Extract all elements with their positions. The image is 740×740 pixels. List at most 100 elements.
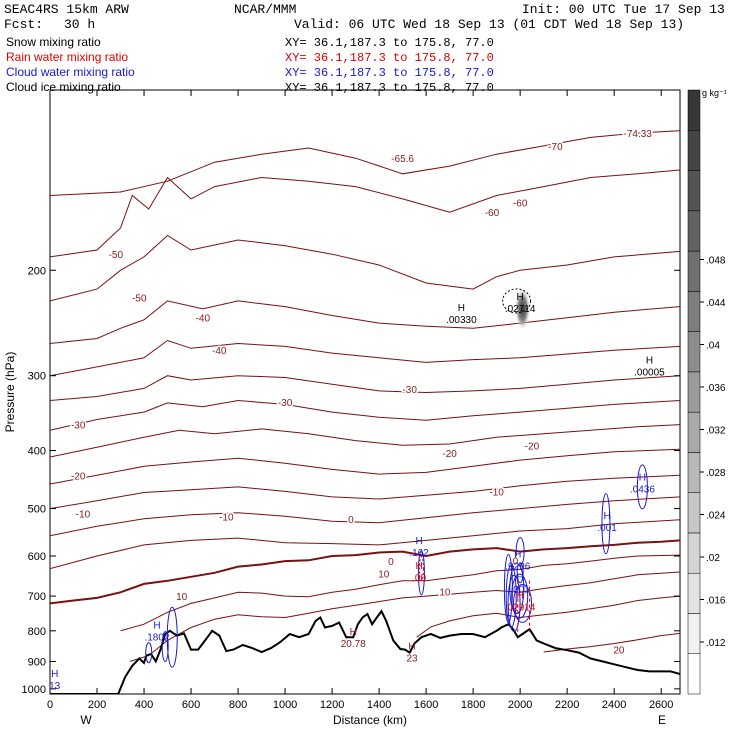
colorbar-swatch	[687, 170, 701, 212]
temperature-label: -20	[442, 449, 457, 460]
temperature-label: 0	[388, 557, 394, 568]
ice-contour	[502, 288, 532, 314]
extremum-label: .1802	[144, 632, 169, 643]
fcst-value: 30 h	[64, 17, 95, 32]
extremum-marker: H	[415, 536, 422, 547]
temperature-label: -30	[278, 398, 293, 409]
colorbar-swatch	[687, 452, 701, 493]
init-time: Init: 00 UTC Tue 17 Sep 13	[522, 2, 725, 17]
extremum-marker: H	[517, 591, 524, 602]
field-name: Cloud ice mixing ratio	[6, 80, 121, 94]
east-label: E	[658, 713, 666, 727]
isotherm-line	[50, 399, 680, 431]
cloudwater-contour	[636, 464, 648, 510]
y-tick-label: 500	[28, 504, 46, 516]
temperature-label: -20	[71, 471, 86, 482]
temperature-label: -30	[71, 421, 86, 432]
y-tick-label: 300	[28, 371, 46, 383]
field-xy: XY= 36.1,187.3 to 175.8, 77.0	[285, 66, 494, 80]
temperature-label: -65.6	[391, 154, 414, 165]
extremum-label: .001	[510, 584, 530, 595]
isotherm-line	[50, 169, 680, 258]
field-name: Rain water mixing ratio	[6, 50, 128, 64]
temperature-label: -70	[548, 142, 563, 153]
cloudwater-contour	[507, 574, 521, 632]
extremum-marker: H	[514, 550, 521, 561]
x-tick-label: 200	[88, 699, 106, 711]
x-tick-label: 1400	[367, 699, 391, 711]
temperature-label: -50	[109, 250, 124, 261]
isotherm-line	[50, 339, 680, 377]
colorbar-tick-label: .02	[706, 553, 720, 564]
extremum-marker: H	[604, 511, 611, 522]
x-tick-label: 1800	[461, 699, 485, 711]
extremum-label: .9296	[505, 562, 530, 573]
colorbar: .012 .016 .02 .024 .028 .032 .036 .04 .044 .048 g …	[687, 88, 727, 695]
colorbar-swatch	[687, 371, 701, 413]
extremum-marker: H	[408, 641, 415, 652]
extremum-marker: H	[51, 669, 58, 680]
colorbar-tick-label: .048	[706, 256, 726, 267]
cloudwater-contour	[509, 563, 525, 615]
temperature-label: -74.33	[624, 129, 653, 140]
extremum-marker: H	[153, 620, 160, 631]
cloudwater-contour	[161, 631, 169, 663]
cloudwater-contour	[601, 493, 611, 555]
temperature-label: 10	[439, 588, 451, 599]
colorbar-swatch	[687, 572, 701, 614]
extremum-label: .0436	[630, 484, 655, 495]
model-title: SEAC4RS 15km ARW	[4, 2, 129, 17]
x-tick-label: 600	[182, 699, 200, 711]
colorbar-tick-label: .04	[706, 341, 720, 352]
temperature-label: 0	[513, 556, 519, 567]
isotherm-line	[50, 375, 680, 401]
isotherm-line	[50, 300, 680, 344]
colorbar-swatch	[687, 613, 701, 654]
org-label: NCAR/MMM	[234, 2, 296, 17]
x-tick-label: 800	[229, 699, 247, 711]
extremum-label: .02914	[505, 603, 536, 614]
temperature-label: -10	[219, 512, 234, 523]
isotherm-contours	[50, 130, 680, 662]
temperature-label: 10	[378, 570, 390, 581]
isotherm-line	[129, 571, 680, 662]
y-tick-label: 600	[28, 551, 46, 563]
field-legend: Snow mixing ratio XY= 36.1,187.3 to 175.8…	[6, 35, 494, 95]
extremum-label: .162	[409, 548, 429, 559]
extremum-label: 23	[406, 653, 418, 664]
extremum-label: .00330	[446, 315, 477, 326]
colorbar-swatch	[687, 653, 701, 695]
x-tick-label: 1000	[273, 699, 297, 711]
colorbar-tick-label: .044	[706, 298, 726, 309]
colorbar-tick-label: .036	[706, 383, 726, 394]
y-tick-label: 900	[28, 656, 46, 668]
valid-time: Valid: 06 UTC Wed 18 Sep 13 (01 CDT Wed …	[294, 17, 684, 32]
cloud-features	[145, 286, 648, 668]
colorbar-swatch	[687, 89, 701, 131]
terrain-profile	[50, 609, 680, 694]
temperature-label: -40	[196, 314, 211, 325]
x-tick-label: 2600	[649, 699, 673, 711]
extremum-marker: H	[415, 561, 422, 572]
colorbar-tick-label: .012	[706, 638, 726, 649]
colorbar-swatch	[687, 411, 701, 453]
colorbar-swatch	[687, 250, 701, 292]
isotherm-line	[416, 595, 680, 638]
temperature-label: -40	[212, 346, 227, 357]
isotherm-line	[50, 448, 680, 485]
extremum-marker: H	[517, 292, 524, 303]
cloudwater-contour	[511, 573, 529, 619]
x-axis-title: Distance (km)	[333, 713, 407, 727]
extremum-label: 13	[49, 681, 61, 692]
colorbar-swatch	[687, 210, 701, 252]
colorbar-tick-label: .016	[706, 596, 726, 607]
x-tick-label: 2000	[508, 699, 532, 711]
extremum-label: 20.78	[341, 639, 366, 650]
extremum-marker: H	[517, 572, 524, 583]
temperature-label: 0	[348, 515, 354, 526]
field-name: Snow mixing ratio	[6, 35, 101, 49]
axes: 0 200 400 600 800 1000 1200 1400 1600 1800 2000 220…	[22, 90, 680, 711]
x-tick-label: 0	[47, 699, 53, 711]
extremum-label: .001	[597, 523, 617, 534]
isotherm-line	[50, 519, 680, 570]
